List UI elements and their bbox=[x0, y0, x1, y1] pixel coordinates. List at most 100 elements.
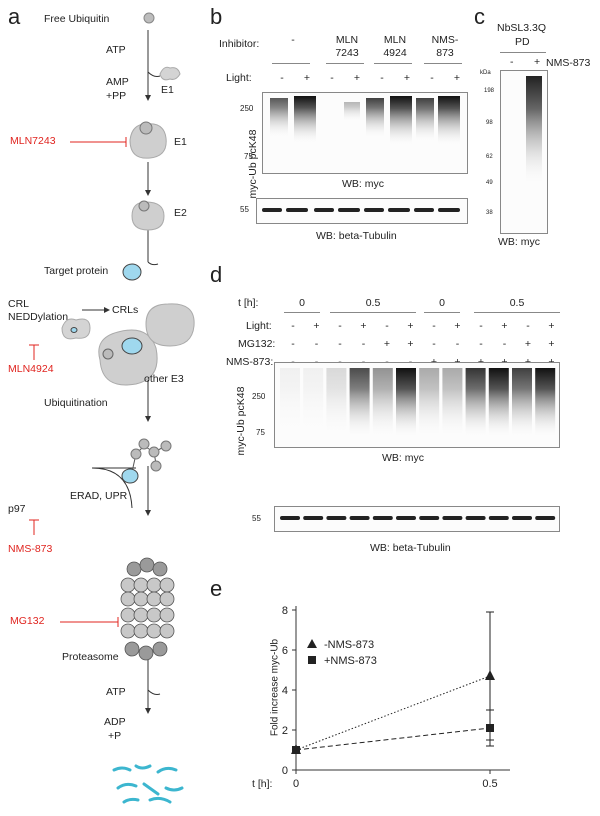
other-e3-label: other E3 bbox=[144, 373, 184, 385]
e1-small-label: E1 bbox=[161, 84, 174, 96]
myc-lane-3 bbox=[349, 368, 370, 438]
myc-lane-0 bbox=[280, 368, 300, 438]
panel-b-wb-myc: WB: myc bbox=[342, 178, 384, 190]
p-label: +P bbox=[108, 730, 122, 742]
other-e3-icon bbox=[145, 303, 195, 347]
panel-c-lane-plus: + bbox=[534, 56, 541, 68]
light-b-6: - bbox=[430, 72, 434, 84]
e1-small-icon bbox=[159, 66, 181, 81]
time-2: 0 bbox=[439, 297, 445, 309]
time-0: 0 bbox=[299, 297, 305, 309]
row-1-cell-5: + bbox=[407, 338, 414, 350]
inhibitor-3-line1: NMS- bbox=[431, 34, 459, 46]
x-tick-label: 0.5 bbox=[482, 778, 497, 790]
light-label-b: Light: bbox=[226, 72, 252, 84]
e1-enzyme-icon bbox=[129, 121, 167, 159]
inhibitor-0-line1: - bbox=[291, 34, 295, 46]
row-1-cell-7: - bbox=[455, 338, 460, 350]
adp-label: ADP bbox=[104, 716, 126, 728]
inhibitor-label: Inhibitor: bbox=[219, 38, 260, 50]
time-3: 0.5 bbox=[509, 297, 525, 309]
panel-c-title-2: PD bbox=[515, 36, 530, 48]
time-bracket bbox=[330, 312, 416, 313]
inhibitor-1-line1: MLN bbox=[335, 34, 359, 46]
row-1-cell-6: - bbox=[432, 338, 436, 350]
row-0-cell-1: + bbox=[313, 320, 320, 332]
mln4924-label: MLN4924 bbox=[8, 363, 54, 375]
panel-b-tubulin-bands bbox=[262, 208, 460, 212]
legend-triangle-marker bbox=[307, 639, 317, 648]
time-bracket bbox=[284, 312, 320, 313]
ubiquitin-icon bbox=[143, 12, 155, 24]
tubulin-lane-5 bbox=[396, 516, 416, 520]
myc-lane-8 bbox=[465, 368, 486, 438]
inhibitor-2-line2: 4924 bbox=[383, 47, 407, 59]
row-1-cell-0: - bbox=[291, 338, 295, 350]
panel-b-wb-tubulin: WB: beta-Tubulin bbox=[316, 230, 397, 242]
row-1-cell-2: - bbox=[338, 338, 342, 350]
ubiquitination-label: Ubiquitination bbox=[44, 397, 108, 409]
light-b-0: - bbox=[280, 72, 284, 84]
mg132-label: MG132 bbox=[10, 615, 45, 627]
tubulin-lane-9 bbox=[488, 516, 509, 520]
myc-lane-10 bbox=[512, 368, 532, 438]
myc-lane-5 bbox=[396, 368, 416, 438]
erad-label: ERAD, UPR bbox=[70, 490, 128, 502]
c-mw-98: 98 bbox=[486, 120, 493, 126]
row-0-cell-9: + bbox=[501, 320, 508, 332]
time-1: 0.5 bbox=[365, 297, 381, 309]
y-tick-label: 4 bbox=[282, 685, 288, 697]
row-label-1: MG132: bbox=[238, 338, 276, 350]
tubulin-lane-8 bbox=[465, 516, 486, 520]
peptides-icon bbox=[112, 764, 184, 804]
x-tick-label: 0 bbox=[293, 778, 299, 790]
light-b-2: - bbox=[330, 72, 334, 84]
c-mw-49: 49 bbox=[486, 180, 493, 186]
neddylation-label: NEDDylation bbox=[8, 311, 69, 323]
tubulin-lane-7 bbox=[442, 516, 463, 520]
row-1-cell-1: - bbox=[314, 338, 319, 350]
light-b-1: + bbox=[303, 72, 311, 84]
panel-c-treatment: NMS-873 bbox=[546, 57, 591, 69]
c-mw-62: 62 bbox=[486, 154, 493, 160]
crl-label: CRL bbox=[8, 298, 30, 310]
time-bracket bbox=[424, 312, 460, 313]
row-1-cell-11: + bbox=[548, 338, 555, 350]
y-tick-label: 2 bbox=[282, 725, 288, 737]
target-protein-label: Target protein bbox=[44, 265, 109, 277]
point-square bbox=[292, 746, 300, 754]
panel-e-letter: e bbox=[210, 576, 223, 601]
mln7243-label: MLN7243 bbox=[10, 135, 56, 147]
tubulin-lane-3 bbox=[349, 516, 370, 520]
light-b-4: - bbox=[380, 72, 384, 84]
tubulin-lane-11 bbox=[535, 516, 556, 520]
e2-label: E2 bbox=[174, 207, 187, 219]
panel-c-wb: WB: myc bbox=[498, 236, 540, 248]
panel-a-letter: a bbox=[8, 4, 21, 29]
inhibitor-bracket bbox=[374, 63, 412, 64]
row-0-cell-7: + bbox=[454, 320, 461, 332]
fold-increase-chart: 0 2 4 6 8 0 0.5 -NMS-873 +NMS-873 bbox=[282, 605, 510, 790]
tubulin-lane-0 bbox=[280, 516, 300, 520]
pp-label: +PP bbox=[106, 90, 127, 102]
polyubiquitin-icon bbox=[121, 438, 172, 484]
row-0-cell-8: - bbox=[479, 320, 483, 332]
crl-complex-icon bbox=[61, 318, 158, 386]
row-1-cell-8: - bbox=[479, 338, 483, 350]
panel-c-bracket bbox=[500, 52, 546, 53]
row-label-0: Light: bbox=[246, 320, 272, 332]
row-0-cell-4: - bbox=[385, 320, 389, 332]
inhibitor-bracket bbox=[424, 63, 462, 64]
c-mw-198: 198 bbox=[484, 88, 495, 94]
panel-d-ylabel: myc-Ub pcK48 bbox=[235, 386, 247, 456]
d-mw-55: 55 bbox=[252, 514, 261, 523]
legend-label-minus-nms: -NMS-873 bbox=[324, 639, 374, 651]
point-triangle bbox=[485, 670, 495, 680]
legend-square-marker bbox=[308, 656, 316, 664]
crls-label: CRLs bbox=[112, 304, 139, 316]
panel-d-myc-bands bbox=[280, 368, 556, 438]
myc-lane-6 bbox=[419, 368, 440, 438]
light-b-3: + bbox=[353, 72, 361, 84]
tubulin-lane-4 bbox=[372, 516, 393, 520]
panel-d-tubulin-bands bbox=[280, 516, 556, 520]
